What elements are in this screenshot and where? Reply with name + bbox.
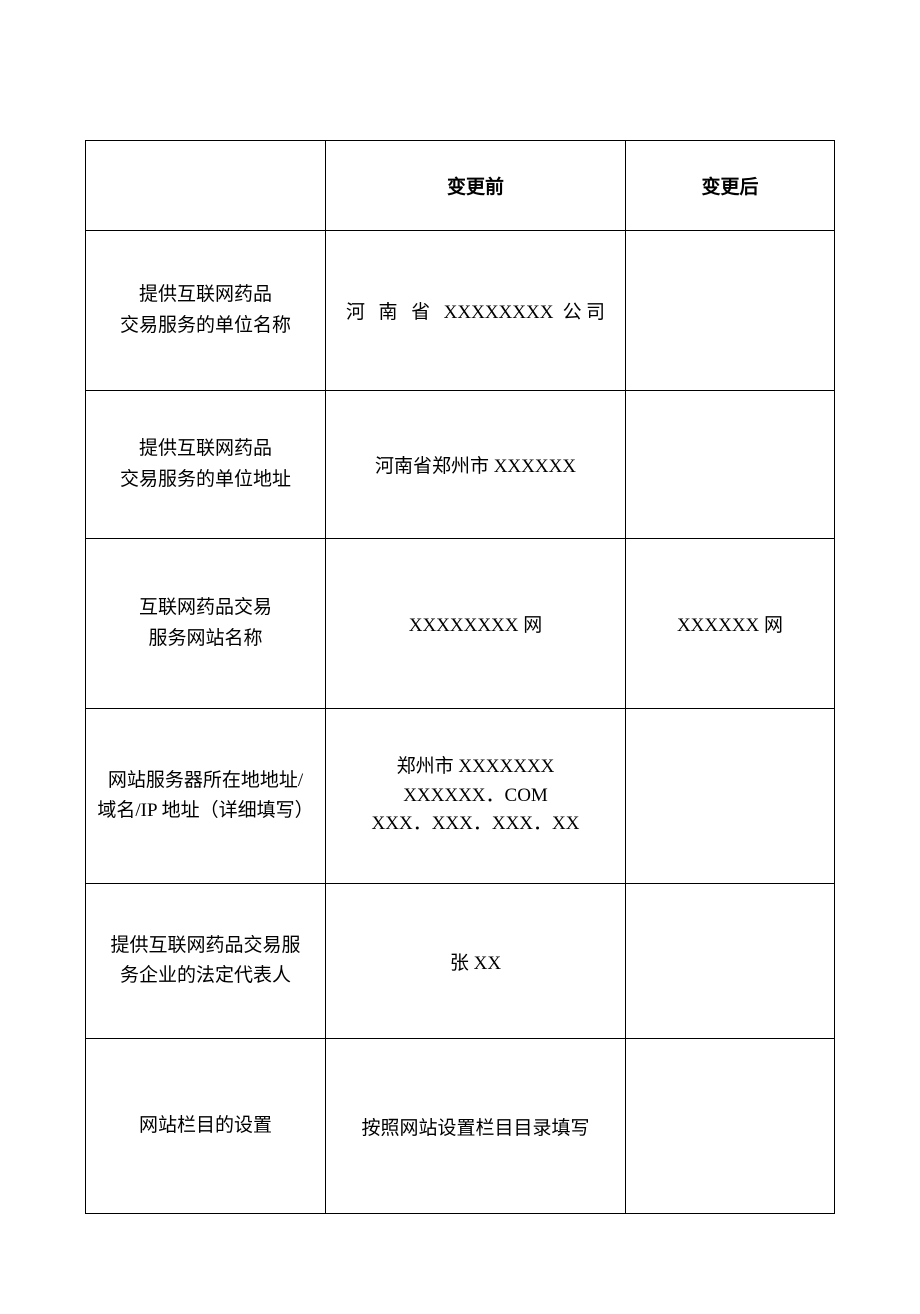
cell-after (626, 391, 835, 539)
table-header-row: 变更前 变更后 (86, 141, 835, 231)
table-row: 提供互联网药品交易服 务企业的法定代表人 张 XX (86, 884, 835, 1039)
header-cell-before: 变更前 (326, 141, 626, 231)
label-text: 域名/IP 地址（详细填写） (94, 796, 317, 826)
label-text: 提供互联网药品交易服 (94, 931, 317, 961)
change-form-table: 变更前 变更后 提供互联网药品 交易服务的单位名称 河 南 省 XXXXXXXX… (85, 140, 835, 1214)
label-text: 交易服务的单位地址 (94, 465, 317, 495)
cell-before: 郑州市 XXXXXXX XXXXXX．COM XXX．XXX．XXX．XX (326, 709, 626, 884)
table-row: 网站服务器所在地地址/ 域名/IP 地址（详细填写） 郑州市 XXXXXXX X… (86, 709, 835, 884)
cell-text: 郑州市 XXXXXXX (334, 753, 617, 782)
table-row: 提供互联网药品 交易服务的单位名称 河 南 省 XXXXXXXX 公司 (86, 231, 835, 391)
cell-before: 河南省郑州市 XXXXXX (326, 391, 626, 539)
row-label-server-address: 网站服务器所在地地址/ 域名/IP 地址（详细填写） (86, 709, 326, 884)
cell-after (626, 709, 835, 884)
header-cell-after: 变更后 (626, 141, 835, 231)
label-text: 网站栏目的设置 (94, 1111, 317, 1141)
table-row: 网站栏目的设置 按照网站设置栏目目录填写 (86, 1039, 835, 1214)
cell-text: XXX．XXX．XXX．XX (334, 810, 617, 839)
label-text: 服务网站名称 (94, 624, 317, 654)
cell-before: 按照网站设置栏目目录填写 (326, 1039, 626, 1214)
label-text: 提供互联网药品 (94, 280, 317, 310)
cell-after (626, 884, 835, 1039)
cell-after (626, 231, 835, 391)
label-text: 提供互联网药品 (94, 434, 317, 464)
label-text: 网站服务器所在地地址/ (94, 766, 317, 796)
row-label-site-name: 互联网药品交易 服务网站名称 (86, 539, 326, 709)
row-label-site-columns: 网站栏目的设置 (86, 1039, 326, 1214)
label-text: 互联网药品交易 (94, 593, 317, 623)
cell-before: XXXXXXXX 网 (326, 539, 626, 709)
row-label-unit-name: 提供互联网药品 交易服务的单位名称 (86, 231, 326, 391)
cell-before: 河 南 省 XXXXXXXX 公司 (326, 231, 626, 391)
row-label-unit-address: 提供互联网药品 交易服务的单位地址 (86, 391, 326, 539)
table-row: 互联网药品交易 服务网站名称 XXXXXXXX 网 XXXXXX 网 (86, 539, 835, 709)
cell-after (626, 1039, 835, 1214)
cell-before: 张 XX (326, 884, 626, 1039)
cell-text: XXXXXX．COM (334, 782, 617, 811)
table-row: 提供互联网药品 交易服务的单位地址 河南省郑州市 XXXXXX (86, 391, 835, 539)
header-cell-empty (86, 141, 326, 231)
cell-after: XXXXXX 网 (626, 539, 835, 709)
label-text: 务企业的法定代表人 (94, 961, 317, 991)
label-text: 交易服务的单位名称 (94, 311, 317, 341)
row-label-legal-rep: 提供互联网药品交易服 务企业的法定代表人 (86, 884, 326, 1039)
